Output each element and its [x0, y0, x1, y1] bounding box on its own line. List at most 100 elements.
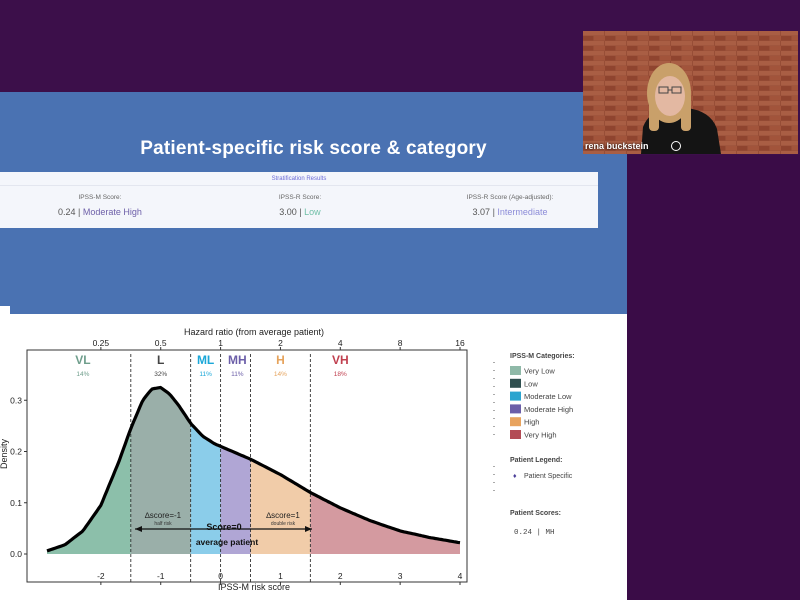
y-tick-label: 0.2: [10, 447, 22, 457]
x-tick-label: -1: [157, 571, 165, 581]
category-percent-label: 32%: [154, 371, 167, 378]
top-tick-label: 16: [455, 338, 465, 348]
category-percent-label: 11%: [199, 371, 212, 378]
area-ml: [190, 423, 221, 554]
y-axis-ticks: 0.0 0.1 0.2 0.3: [10, 395, 27, 559]
category-percent-label: 14%: [76, 371, 89, 378]
webcam-video: [583, 31, 798, 154]
score-category: Moderate High: [82, 207, 142, 217]
x-axis-label: IPSS-M risk score: [218, 582, 290, 592]
center-label: Score=0: [206, 522, 241, 532]
participant-name: rena buckstein: [585, 141, 649, 151]
category-code-label: H: [276, 353, 285, 367]
top-tick-label: 4: [338, 338, 343, 348]
category-areas: [47, 387, 460, 554]
category-code-label: VL: [75, 353, 90, 367]
plot-frame: [26, 349, 468, 583]
y-axis-label: Density: [0, 438, 9, 469]
results-header: Stratification Results: [271, 176, 327, 182]
legend-label: Moderate High: [524, 405, 573, 414]
legend-swatch: [510, 417, 521, 427]
score-value: 3.00 |: [279, 207, 302, 217]
slide-corner: [0, 306, 10, 316]
x-tick-label: 1: [278, 571, 283, 581]
patient-marker-icon: ♦: [513, 473, 517, 480]
legend-label: High: [524, 418, 539, 427]
patient-scores-title: Patient Scores:: [510, 510, 561, 517]
legend-title: IPSS-M Categories:: [510, 353, 575, 360]
mic-icon[interactable]: [671, 141, 681, 151]
category-percent-label: 18%: [334, 371, 347, 378]
category-labels: VL 14% L 32% ML 11% MH 11% H 14% VH 18%: [75, 353, 348, 378]
top-axis-ticks: 0.25 0.5 1 2 4 8 16: [93, 338, 465, 350]
background-strip: [627, 155, 800, 600]
center-sublabel: average patient: [196, 537, 259, 547]
left-delta-sublabel: half risk: [154, 521, 172, 527]
density-curve: [46, 385, 461, 553]
score-value-line: 3.00 | Low: [240, 207, 360, 217]
legend-label: Very High: [524, 431, 557, 440]
score-value-line: 3.07 | Intermediate: [430, 207, 590, 217]
right-delta-label: ∆score=1: [266, 511, 300, 520]
patient-scores-value: 0.24 | MH: [514, 529, 555, 537]
density-curve-group: [46, 385, 461, 553]
score-label: IPSS-R Score (Age-adjusted):: [466, 194, 554, 201]
legend-label: Moderate Low: [524, 392, 572, 401]
stratification-results-panel: Stratification Results IPSS-M Score: 0.2…: [0, 172, 598, 228]
area-mh: [220, 446, 251, 554]
legend-label: Very Low: [524, 367, 555, 376]
ipss-r-score: IPSS-R Score: 3.00 | Low: [240, 194, 360, 217]
score-category: Low: [304, 207, 321, 217]
category-code-label: ML: [197, 353, 214, 367]
score-label: IPSS-M Score:: [78, 194, 122, 201]
legend: IPSS-M Categories: Very Low Low Moderate L…: [493, 353, 575, 537]
person-face: [655, 76, 685, 116]
category-code-label: MH: [228, 353, 247, 367]
top-tick-label: 8: [398, 338, 403, 348]
legend-swatch: [510, 366, 521, 375]
patient-specific-label: Patient Specific: [524, 473, 573, 480]
category-code-label: VH: [332, 353, 349, 367]
slide-title: Patient-specific risk score & category: [140, 138, 487, 159]
webcam-feed[interactable]: rena buckstein: [583, 31, 798, 154]
y-tick-label: 0.0: [10, 549, 22, 559]
legend-swatch: [510, 378, 521, 388]
ipss-r-age-adjusted-score: IPSS-R Score (Age-adjusted): 3.07 | Inte…: [430, 194, 590, 217]
area-vl: [47, 428, 131, 554]
top-axis-label: Hazard ratio (from average patient): [184, 327, 324, 337]
legend-swatch: [510, 430, 521, 439]
top-tick-label: 0.5: [155, 338, 167, 348]
legend-label: Low: [524, 379, 538, 388]
area-h: [250, 459, 311, 554]
left-arrowhead: [135, 526, 142, 532]
x-tick-label: 3: [398, 571, 403, 581]
x-axis-ticks: -2 -1 0 1 2 3 4: [97, 571, 463, 585]
x-tick-label: 0: [218, 571, 223, 581]
results-divider: [0, 185, 598, 186]
ipss-m-score: IPSS-M Score: 0.24 | Moderate High: [30, 194, 170, 217]
x-tick-label: -2: [97, 571, 105, 581]
x-tick-label: 4: [458, 571, 463, 581]
score-category: Intermediate: [497, 207, 548, 217]
top-tick-label: 2: [278, 338, 283, 348]
area-vh: [310, 492, 460, 554]
category-boundaries: [130, 354, 311, 582]
left-delta-label: ∆score=-1: [145, 511, 182, 520]
y-tick-label: 0.3: [10, 395, 22, 405]
patient-legend-title: Patient Legend:: [510, 457, 563, 464]
legend-swatch: [510, 391, 521, 401]
legend-items: Very Low Low Moderate Low Moderate High High…: [510, 366, 573, 440]
score-value: 3.07 |: [472, 207, 495, 217]
top-tick-label: 1: [218, 338, 223, 348]
legend-swatch: [510, 404, 521, 414]
risk-density-chart: Hazard ratio (from average patient) 0.25…: [0, 327, 575, 592]
score-value: 0.24 |: [58, 207, 81, 217]
right-arrowhead: [305, 526, 312, 532]
annotations: ∆score=-1 half risk ∆score=1 double risk…: [135, 511, 312, 547]
top-tick-label: 0.25: [93, 338, 110, 348]
category-percent-label: 14%: [274, 371, 287, 378]
area-l: [130, 387, 191, 554]
score-value-line: 0.24 | Moderate High: [30, 207, 170, 217]
category-percent-label: 11%: [231, 371, 244, 378]
score-label: IPSS-R Score:: [278, 194, 322, 201]
